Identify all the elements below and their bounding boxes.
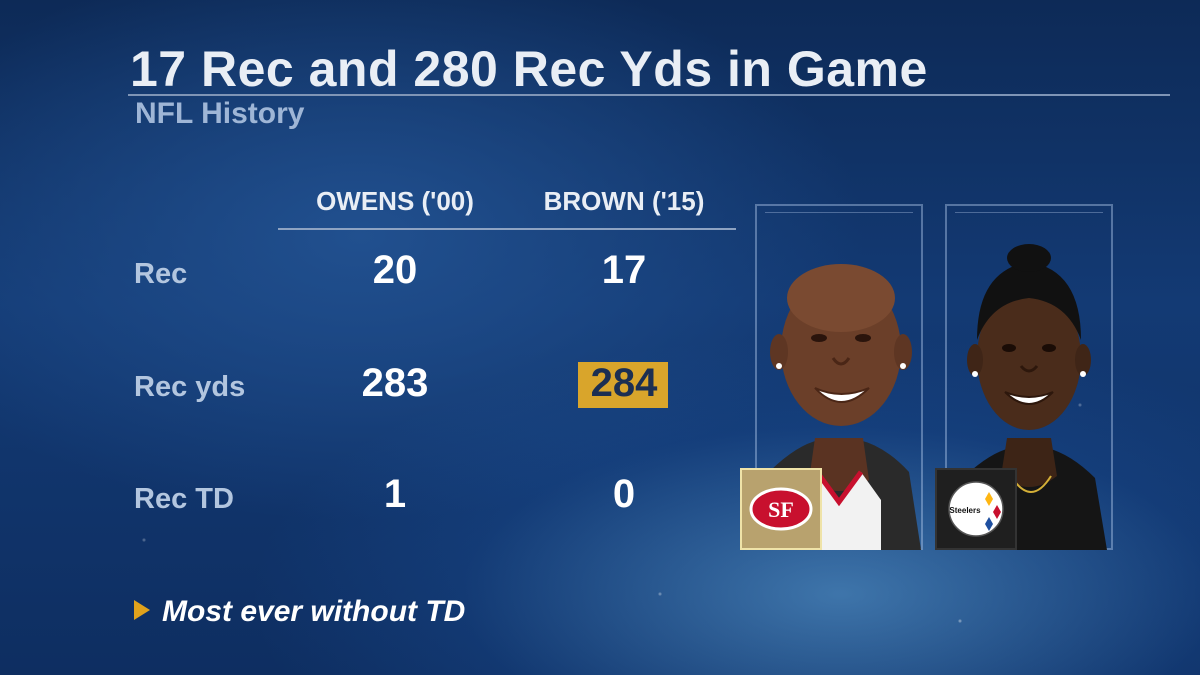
page-title: 17 Rec and 280 Rec Yds in Game — [130, 41, 928, 97]
footnote-text: Most ever without TD — [162, 595, 466, 628]
column-header-owens: OWENS ('00) — [316, 186, 474, 216]
value-owens-rec-yds: 283 — [361, 361, 429, 405]
row-label-rec-yds: Rec yds — [134, 371, 246, 403]
row-label-rec-td: Rec TD — [134, 483, 234, 515]
team-logo-steelers: Steelers — [935, 468, 1017, 550]
value-brown-rec-yds: 284 — [590, 361, 658, 405]
record-highlight — [578, 362, 668, 408]
value-brown-rec-td: 0 — [612, 472, 636, 516]
header-divider — [278, 228, 736, 230]
value-owens-rec-td: 1 — [383, 472, 407, 516]
value-owens-rec: 20 — [372, 248, 418, 292]
page-subtitle: NFL History — [135, 97, 305, 130]
value-brown-rec: 17 — [601, 248, 647, 292]
footnote: Most ever without TD — [134, 595, 465, 629]
team-logo-49ers: SF — [740, 468, 822, 550]
logo-49ers-text: SF — [768, 497, 794, 522]
title-divider — [128, 94, 1170, 96]
triangle-bullet-icon — [134, 600, 150, 621]
row-label-rec: Rec — [134, 258, 188, 290]
logo-steelers-text: Steelers — [949, 506, 981, 515]
column-header-brown: BROWN ('15) — [543, 186, 705, 216]
